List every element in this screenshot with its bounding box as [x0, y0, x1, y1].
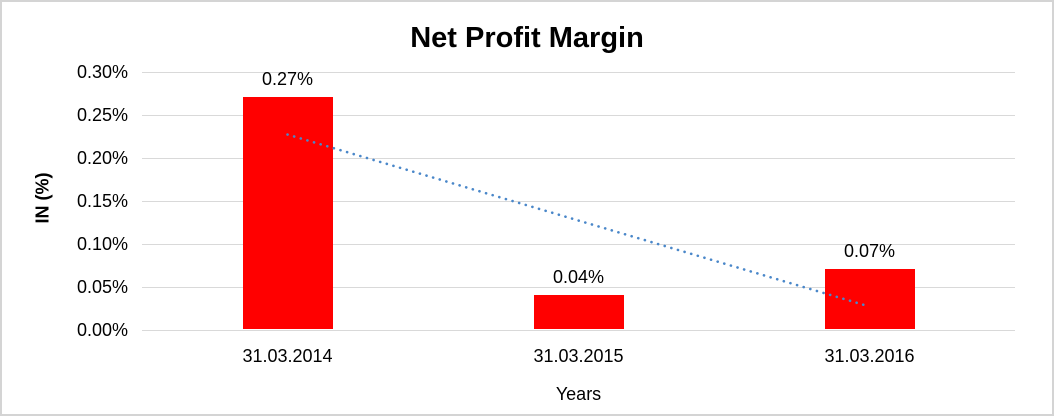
bar-value-label: 0.27% [261, 69, 314, 90]
y-axis-tick-label: 0.15% [76, 190, 128, 211]
y-axis-tick-label: 0.30% [76, 61, 128, 82]
x-axis-category-label: 31.03.2016 [824, 346, 915, 366]
x-axis-title: Years [555, 384, 602, 404]
gridline [142, 114, 1015, 116]
bar-31.03.2016 [824, 269, 915, 330]
bar-value-label: 0.04% [552, 267, 605, 288]
x-axis-category-label: 31.03.2015 [533, 346, 624, 366]
y-axis-tick-label: 0.00% [76, 319, 128, 340]
bar-31.03.2015 [533, 295, 624, 330]
bar-value-label: 0.07% [843, 241, 896, 262]
y-axis-tick-label: 0.10% [76, 233, 128, 254]
y-axis-tick-label: 0.25% [76, 104, 128, 125]
chart-title: Net Profit Margin [410, 22, 644, 54]
y-axis-tick-label: 0.20% [76, 147, 128, 168]
x-axis-category-label: 31.03.2014 [242, 346, 333, 366]
bar-31.03.2014 [242, 97, 333, 330]
y-axis-tick-label: 0.05% [76, 276, 128, 297]
gridline [142, 71, 1015, 73]
gridline [142, 329, 1015, 331]
left-border-accent-line [0, 0, 2, 352]
